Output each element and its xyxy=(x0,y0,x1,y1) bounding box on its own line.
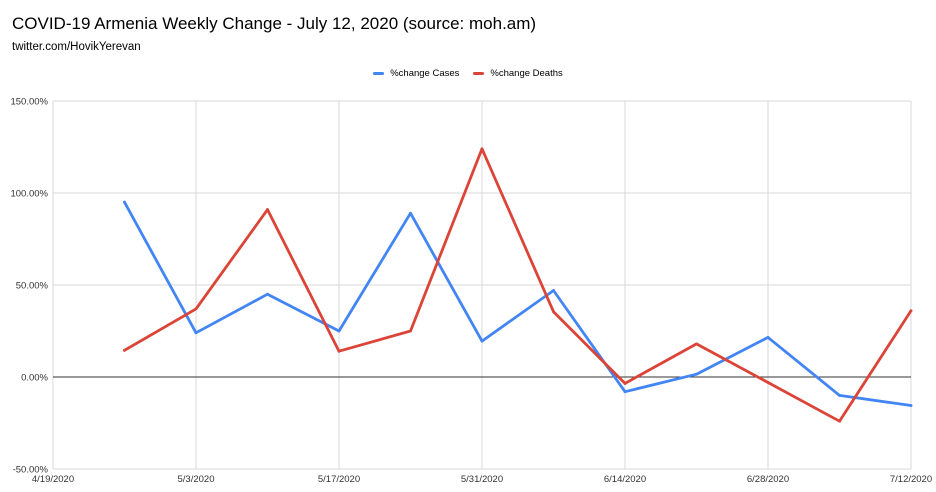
x-tick-label: 7/12/2020 xyxy=(890,474,932,485)
data-point-deaths xyxy=(480,147,484,151)
chart-subtitle: twitter.com/HovikYerevan xyxy=(12,41,141,53)
x-tick-label: 4/19/2020 xyxy=(32,474,74,485)
data-point-deaths xyxy=(552,310,555,314)
series-line-deaths xyxy=(123,147,913,423)
x-tick-label: 5/3/2020 xyxy=(178,474,215,485)
y-tick-label: 50.00% xyxy=(16,281,49,292)
data-point-deaths xyxy=(337,349,341,353)
legend-label-cases: %change Cases xyxy=(390,68,460,79)
x-tick-label: 5/31/2020 xyxy=(461,474,503,485)
chart-title: COVID-19 Armenia Weekly Change - July 12… xyxy=(12,14,537,33)
legend-item-deaths[interactable]: %change Deaths xyxy=(473,68,563,79)
data-point-deaths xyxy=(409,329,412,333)
data-point-cases xyxy=(123,200,126,204)
y-tick-label: 100.00% xyxy=(10,189,48,200)
data-point-cases xyxy=(909,404,913,407)
x-tick-label: 6/14/2020 xyxy=(604,474,646,485)
data-point-cases xyxy=(623,390,627,394)
series-line-cases xyxy=(123,200,913,407)
legend: %change Cases %change Deaths xyxy=(0,68,936,79)
data-point-cases xyxy=(480,339,484,343)
data-point-cases xyxy=(409,211,412,215)
data-point-cases xyxy=(838,394,841,397)
data-point-cases xyxy=(194,331,198,335)
legend-label-deaths: %change Deaths xyxy=(490,68,563,79)
data-point-deaths xyxy=(909,309,913,313)
data-point-deaths xyxy=(623,382,627,385)
y-tick-label: 0.00% xyxy=(21,373,48,384)
data-point-cases xyxy=(266,292,269,296)
y-tick-label: -50.00% xyxy=(13,465,49,476)
x-tick-label: 5/17/2020 xyxy=(318,474,360,485)
y-tick-label: 150.00% xyxy=(10,97,48,108)
x-tick-label: 6/28/2020 xyxy=(747,474,789,485)
data-point-deaths xyxy=(838,419,841,423)
data-point-cases xyxy=(766,336,770,339)
data-point-deaths xyxy=(266,208,269,211)
legend-item-cases[interactable]: %change Cases xyxy=(373,68,459,79)
data-point-cases xyxy=(337,329,341,333)
data-point-cases xyxy=(552,289,555,292)
data-point-deaths xyxy=(123,348,126,352)
data-point-deaths xyxy=(766,381,770,384)
data-point-deaths xyxy=(695,342,698,346)
legend-swatch-deaths xyxy=(473,72,485,75)
data-point-cases xyxy=(695,372,698,376)
legend-swatch-cases xyxy=(373,72,385,75)
data-point-deaths xyxy=(194,307,198,311)
